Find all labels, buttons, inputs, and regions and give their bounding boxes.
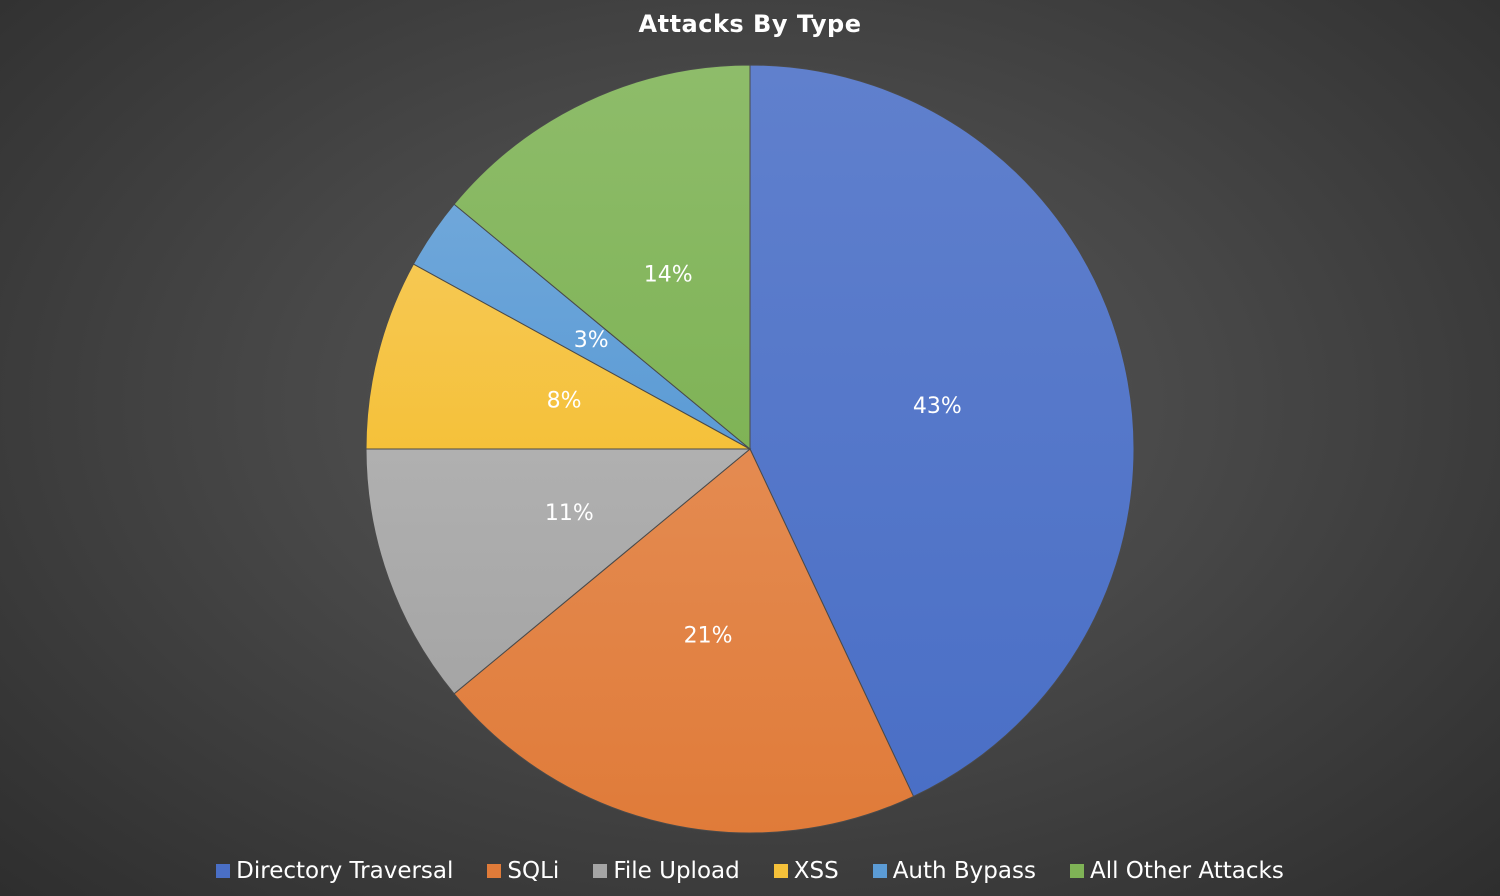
- legend-item-directory-traversal: Directory Traversal: [216, 858, 453, 884]
- data-label-file-upload: 11%: [545, 501, 594, 526]
- legend-item-sqli: SQLi: [487, 858, 559, 884]
- legend-swatch: [216, 864, 231, 878]
- legend-item-file-upload: File Upload: [593, 858, 740, 884]
- legend-item-all-other-attacks: All Other Attacks: [1069, 858, 1284, 884]
- pie-slice-file-upload: [365, 448, 752, 695]
- legend-label: Auth Bypass: [892, 858, 1036, 884]
- legend-label: SQLi: [507, 858, 560, 884]
- pie-slice-sqli: [453, 448, 915, 834]
- pie-slice-xss: [365, 263, 751, 450]
- data-label-xss: 8%: [547, 388, 582, 413]
- legend-item-auth-bypass: Auth Bypass: [872, 858, 1036, 884]
- legend-swatch: [872, 864, 887, 878]
- legend-label: XSS: [793, 858, 839, 884]
- chart-title: Attacks By Type: [638, 10, 862, 38]
- data-label-all-other-attacks: 14%: [644, 262, 693, 287]
- legend-swatch: [773, 864, 788, 878]
- legend-swatch: [593, 864, 608, 878]
- legend-label: Directory Traversal: [236, 858, 454, 884]
- legend-swatch: [1069, 864, 1084, 878]
- chart-legend: Directory Traversal SQLi File Upload XSS Aut…: [0, 858, 1500, 884]
- data-label-sqli: 21%: [684, 623, 733, 648]
- data-label-directory-traversal: 43%: [913, 394, 962, 419]
- legend-item-xss: XSS: [773, 858, 839, 884]
- legend-swatch: [487, 864, 502, 878]
- pie-slice-directory-traversal: [749, 64, 1135, 798]
- data-label-auth-bypass: 3%: [574, 328, 609, 353]
- legend-label: File Upload: [613, 858, 740, 884]
- legend-label: All Other Attacks: [1089, 858, 1284, 884]
- pie-slice-all-other-attacks: [453, 64, 751, 451]
